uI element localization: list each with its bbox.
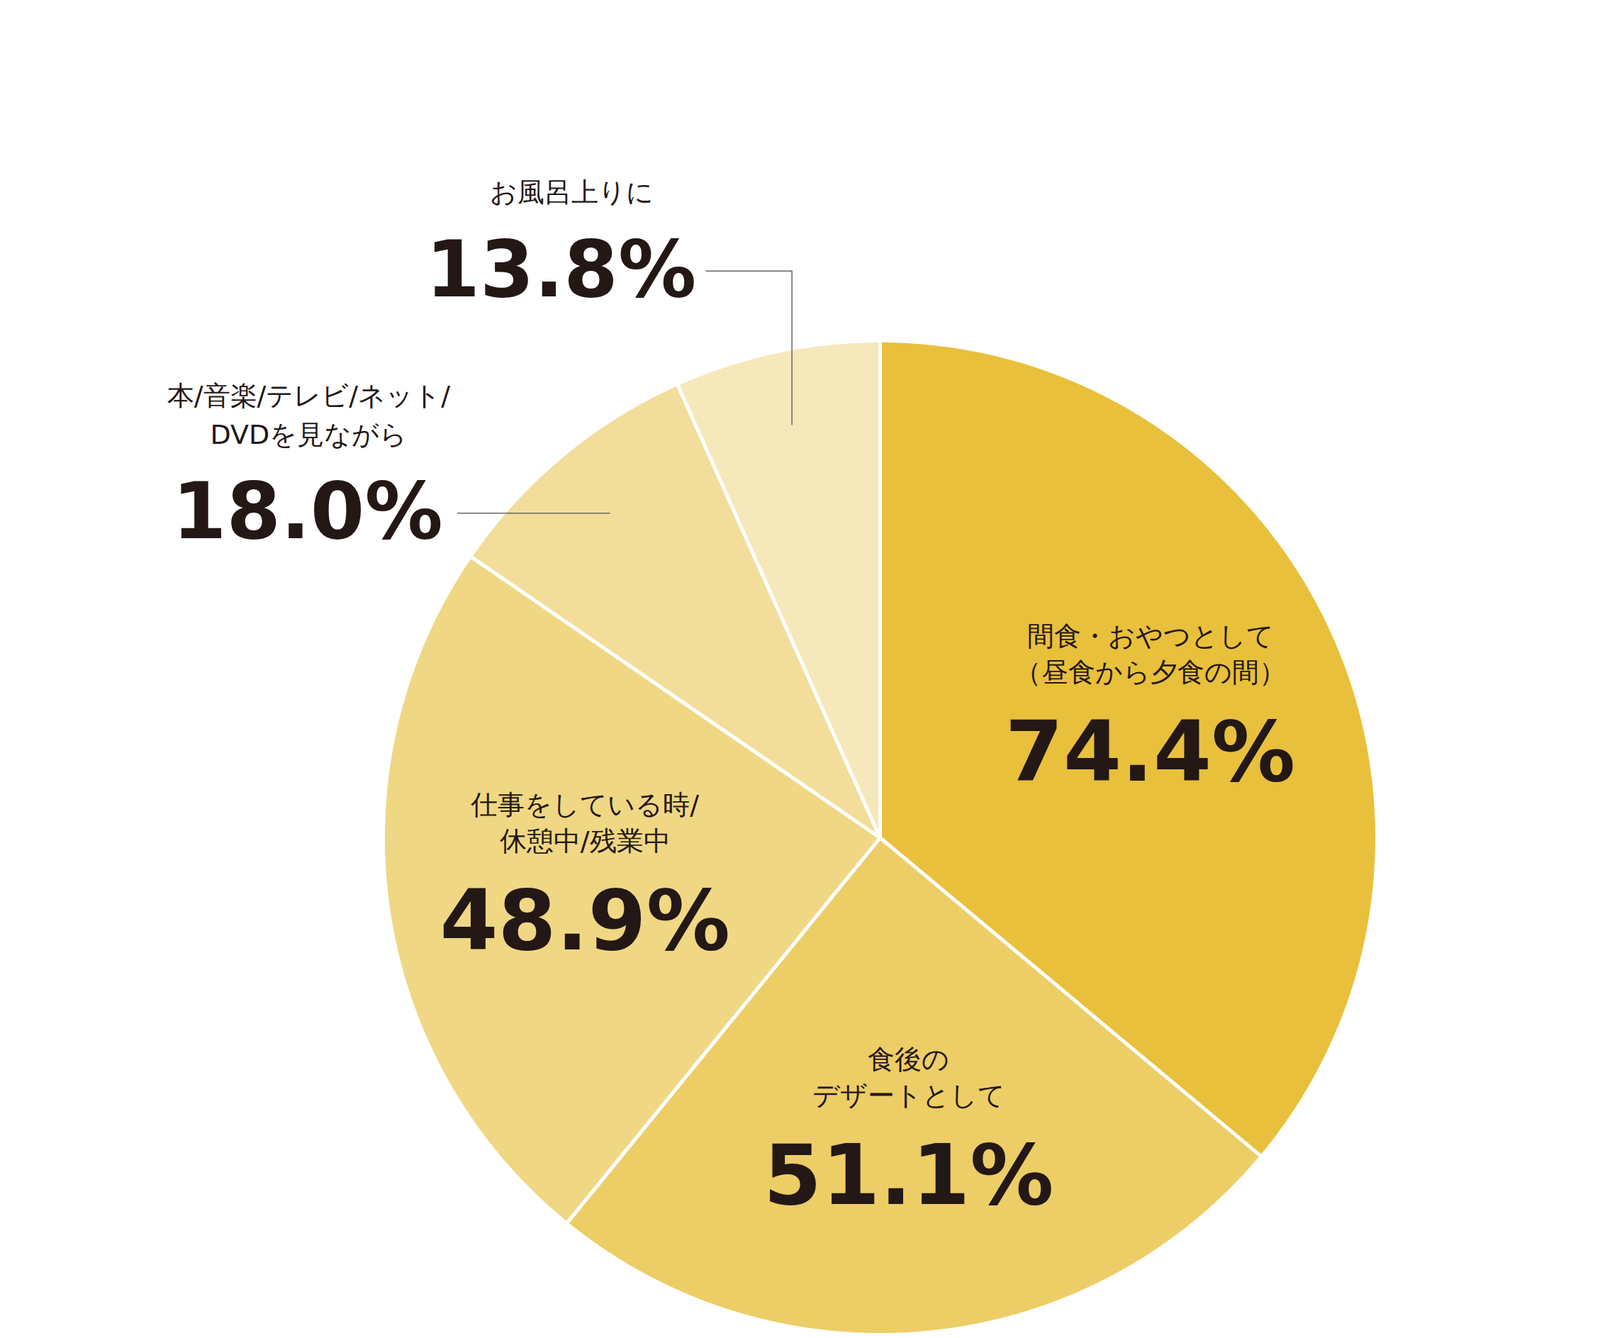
svg-text:18.0%: 18.0% — [172, 465, 444, 557]
svg-text:51.1%: 51.1% — [763, 1125, 1054, 1224]
svg-text:仕事をしている時/休憩中/残業中: 仕事をしている時/休憩中/残業中 — [470, 789, 699, 857]
svg-text:食後のデザートとして: 食後のデザートとして — [812, 1043, 1006, 1111]
svg-text:48.9%: 48.9% — [440, 871, 731, 970]
svg-text:13.8%: 13.8% — [426, 224, 697, 315]
svg-text:間食・おやつとして（昼食から夕食の間）: 間食・おやつとして（昼食から夕食の間） — [1014, 620, 1286, 688]
svg-text:74.4%: 74.4% — [1005, 702, 1296, 801]
svg-text:本/音楽/テレビ/ネット/DVDを見ながら: 本/音楽/テレビ/ネット/DVDを見ながら — [167, 379, 451, 451]
svg-text:お風呂上りに: お風呂上りに — [489, 176, 654, 208]
